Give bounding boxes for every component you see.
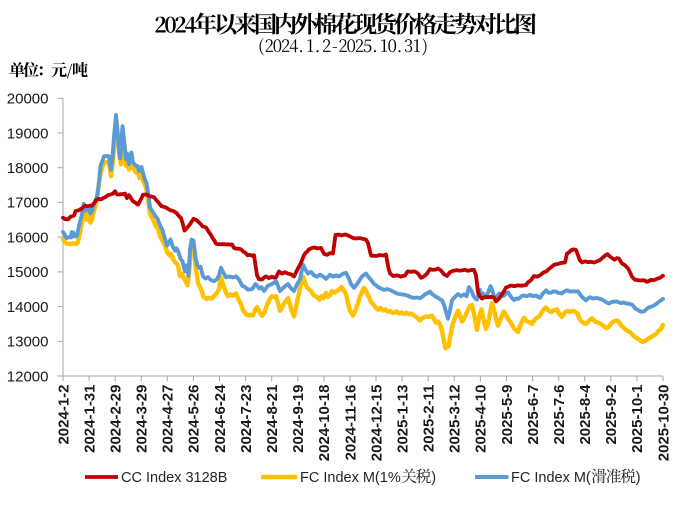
svg-text:15000: 15000: [7, 264, 49, 281]
svg-text:2025-3-12: 2025-3-12: [447, 385, 464, 453]
svg-text:18000: 18000: [7, 160, 49, 177]
svg-text:2024-10-18: 2024-10-18: [316, 385, 333, 462]
svg-text:2025-1-13: 2025-1-13: [394, 385, 411, 453]
svg-text:2024-8-21: 2024-8-21: [264, 385, 281, 453]
svg-text:2025-10-1: 2025-10-1: [629, 385, 646, 453]
svg-text:CC Index 3128B: CC Index 3128B: [121, 470, 227, 486]
svg-text:2024-7-23: 2024-7-23: [238, 385, 255, 453]
svg-text:2025-8-4: 2025-8-4: [577, 384, 594, 445]
svg-text:2024-1-2: 2024-1-2: [55, 385, 72, 445]
svg-text:2024-12-15: 2024-12-15: [368, 385, 385, 462]
svg-text:2025-5-9: 2025-5-9: [499, 385, 516, 445]
svg-text:17000: 17000: [7, 195, 49, 212]
svg-text:2024-6-24: 2024-6-24: [212, 384, 229, 453]
svg-text:2025-2-11: 2025-2-11: [421, 385, 438, 453]
svg-text:FC Index M(: FC Index M(: [511, 470, 591, 486]
svg-text:FC Index M(1%: FC Index M(1%: [300, 470, 401, 486]
svg-text:2024-11-16: 2024-11-16: [342, 385, 359, 461]
svg-text:13000: 13000: [7, 334, 49, 351]
svg-text:2025-4-10: 2025-4-10: [473, 385, 490, 453]
svg-text:2024-3-29: 2024-3-29: [134, 385, 151, 453]
svg-text:2024-2-29: 2024-2-29: [108, 385, 125, 453]
svg-text:2025-6-7: 2025-6-7: [525, 385, 542, 445]
svg-text:2024-4-27: 2024-4-27: [160, 385, 177, 453]
svg-text:16000: 16000: [7, 229, 49, 246]
svg-text:): ): [636, 470, 641, 486]
svg-text:): ): [431, 470, 436, 486]
svg-text:2024-9-19: 2024-9-19: [290, 385, 307, 453]
svg-text:19000: 19000: [7, 125, 49, 142]
svg-text:2024-5-26: 2024-5-26: [186, 385, 203, 453]
svg-text:2025-7-6: 2025-7-6: [551, 385, 568, 445]
svg-text:14000: 14000: [7, 299, 49, 316]
svg-text:2025-10-30: 2025-10-30: [655, 385, 672, 462]
svg-text:2024-1-31: 2024-1-31: [81, 385, 98, 453]
svg-text:20000: 20000: [7, 91, 49, 108]
svg-text:12000: 12000: [7, 368, 49, 385]
svg-text:2025-9-2: 2025-9-2: [603, 385, 620, 445]
